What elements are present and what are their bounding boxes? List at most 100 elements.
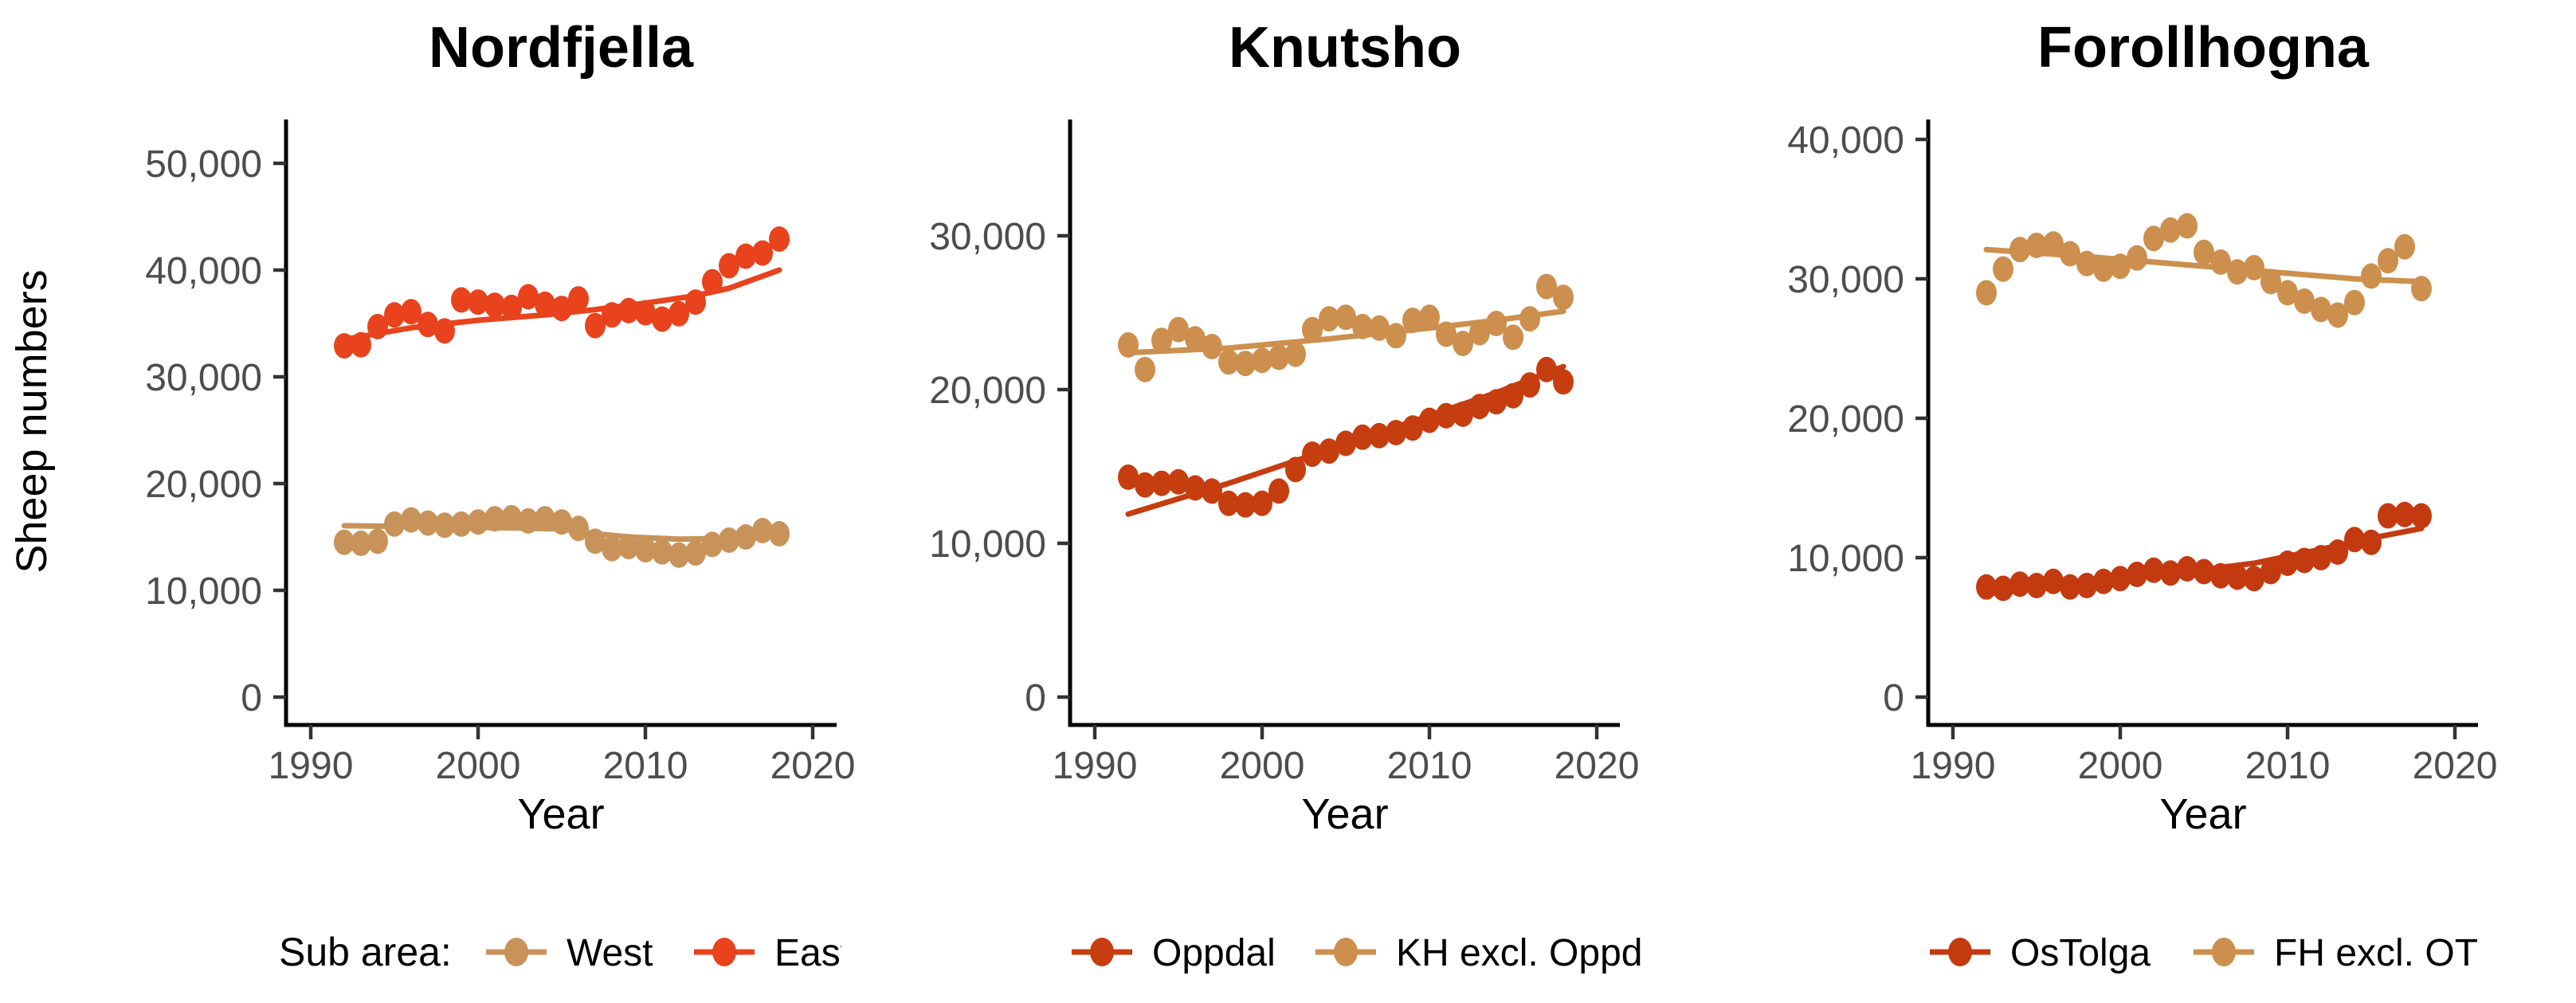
data-point-ostolga [2009, 571, 2030, 597]
data-point-west [351, 531, 371, 556]
data-point-fh-excl-ot [2277, 280, 2298, 306]
data-point-fh-excl-ot [2110, 253, 2131, 280]
data-point-oppdal [1218, 490, 1239, 516]
data-point-oppdal [1235, 492, 1256, 518]
data-point-ostolga [2260, 558, 2281, 585]
data-point-oppdal [1453, 401, 1473, 427]
data-point-ostolga [2227, 564, 2248, 590]
data-point-kh-excl-oppd [1553, 284, 1574, 311]
data-point-oppdal [1168, 468, 1189, 495]
y-tick-label: 0 [241, 677, 262, 719]
data-point-oppdal [1386, 420, 1406, 445]
data-point-west [735, 524, 756, 550]
data-point-ostolga [2327, 539, 2348, 565]
y-tick-label: 0 [1025, 677, 1046, 719]
legend-forollhogna: OsTolga FH excl. OT [1930, 932, 2478, 974]
data-point-east [468, 289, 488, 315]
data-point-ostolga [2060, 574, 2080, 600]
data-point-ostolga [2043, 568, 2064, 594]
data-point-east [568, 286, 589, 312]
data-point-oppdal [1268, 478, 1289, 504]
data-point-oppdal [1519, 372, 1540, 398]
data-point-west [702, 531, 723, 558]
data-point-ostolga [2110, 566, 2131, 592]
data-point-ostolga [2026, 573, 2047, 598]
data-point-ostolga [2210, 562, 2231, 589]
panel-plot-forollhogna: 0 10,000 20,000 30,000 40,000 1990 2000 2010 202… [1787, 119, 2497, 787]
data-point-fh-excl-ot [1993, 256, 2013, 282]
data-point-oppdal [1118, 464, 1139, 490]
data-point-fh-excl-ot [2210, 249, 2231, 275]
y-tick-label: 30,000 [1787, 259, 1904, 301]
data-point-west [719, 527, 739, 553]
data-point-fh-excl-ot [1976, 280, 1997, 306]
data-point-kh-excl-oppd [1352, 313, 1373, 339]
data-point-fh-excl-ot [2227, 259, 2248, 285]
data-point-ostolga [2344, 527, 2365, 553]
data-point-east [434, 318, 455, 344]
data-point-east [518, 284, 539, 310]
data-point-kh-excl-oppd [1319, 306, 1339, 332]
data-point-east [652, 306, 672, 332]
y-tick-label: 40,000 [145, 250, 262, 292]
legend-label-oppdal: Oppdal [1152, 932, 1276, 974]
data-point-kh-excl-oppd [1185, 326, 1206, 352]
data-point-west [585, 528, 606, 554]
y-tick-label: 20,000 [145, 464, 262, 506]
data-point-kh-excl-oppd [1386, 323, 1406, 349]
data-point-kh-excl-oppd [1268, 344, 1289, 370]
data-point-fh-excl-ot [2394, 233, 2415, 260]
data-point-fh-excl-ot [2177, 213, 2198, 239]
data-point-west [568, 515, 589, 542]
data-point-west [652, 539, 672, 565]
data-point-oppdal [1553, 369, 1574, 395]
x-axis-title-nordfjella: Year [517, 790, 604, 838]
data-point-fh-excl-ot [2043, 231, 2064, 257]
data-point-fh-excl-ot [2060, 241, 2080, 267]
data-point-oppdal [1369, 422, 1390, 449]
legend-key-kh-point [1334, 938, 1358, 966]
data-point-west [434, 512, 455, 539]
x-axis-title-knutsho: Year [1301, 790, 1388, 838]
legend-label-fh-excl-ot: FH excl. OT [2274, 932, 2478, 974]
y-tick-label: 10,000 [1787, 538, 1904, 580]
data-point-west [384, 511, 405, 537]
data-point-oppdal [1469, 394, 1490, 420]
data-point-kh-excl-oppd [1503, 324, 1523, 351]
legend-key-fh-point [2212, 938, 2236, 966]
data-point-fh-excl-ot [2294, 288, 2315, 314]
data-point-kh-excl-oppd [1519, 306, 1540, 332]
y-tick-label: 40,000 [1787, 119, 1904, 162]
data-point-kh-excl-oppd [1536, 273, 1557, 300]
legend-key-ostolga-point [1948, 938, 1972, 966]
data-point-oppdal [1319, 438, 1339, 464]
data-point-west [635, 537, 656, 563]
data-point-kh-excl-oppd [1402, 308, 1423, 334]
data-point-west [367, 528, 388, 554]
data-point-east [618, 297, 639, 323]
data-point-ostolga [2361, 529, 2382, 555]
legend-label-ostolga: OsTolga [2010, 932, 2151, 974]
data-point-east [685, 289, 706, 315]
data-point-kh-excl-oppd [1469, 319, 1490, 346]
x-tick-label: 2020 [770, 745, 856, 787]
data-point-kh-excl-oppd [1135, 356, 1155, 382]
data-point-fh-excl-ot [2093, 256, 2114, 282]
y-tick-label: 10,000 [145, 570, 262, 613]
x-tick-label: 2010 [603, 745, 688, 787]
data-point-ostolga [2244, 566, 2264, 592]
x-tick-label: 2000 [2078, 745, 2163, 787]
data-point-ostolga [2093, 568, 2114, 594]
data-point-east [719, 253, 739, 279]
data-point-fh-excl-ot [2311, 296, 2331, 323]
x-tick-label: 2010 [1387, 745, 1472, 787]
data-point-east [535, 291, 555, 317]
data-point-east [735, 243, 756, 269]
x-tick-label: 1990 [1911, 745, 1996, 787]
panel-plot-knutsho: 0 10,000 20,000 30,000 1990 2000 2010 2020 [929, 119, 1639, 787]
x-tick-label: 2010 [2245, 745, 2331, 787]
data-point-oppdal [1135, 472, 1155, 498]
legend-key-west-point [504, 938, 528, 966]
data-point-fh-excl-ot [2378, 248, 2398, 274]
